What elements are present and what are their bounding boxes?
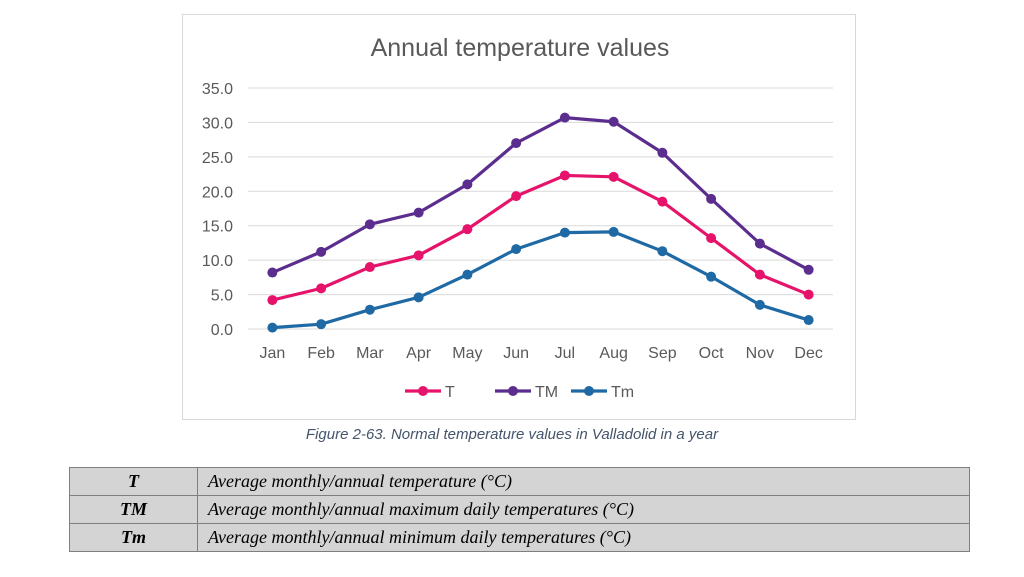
x-tick-label: Feb: [307, 345, 335, 362]
data-point-Tm: [413, 292, 424, 303]
chart-container: Annual temperature values 0.0 5.0 10.0 15.0 2…: [182, 14, 856, 420]
definition-row: TM Average monthly/annual maximum daily t…: [69, 495, 970, 524]
symbol-cell: Tm: [69, 523, 198, 552]
legend-marker-Tm: [584, 386, 594, 396]
y-tick-label: 0.0: [211, 322, 233, 339]
data-point-T: [462, 224, 473, 235]
y-tick-label: 35.0: [202, 81, 233, 98]
data-point-Tm: [803, 315, 814, 326]
x-tick-label: Nov: [746, 345, 774, 362]
y-tick-label: 10.0: [202, 253, 233, 270]
data-point-Tm: [511, 244, 522, 255]
data-point-T: [511, 191, 522, 202]
data-point-TM: [511, 138, 522, 149]
data-point-T: [657, 196, 668, 207]
data-point-TM: [267, 267, 278, 278]
data-point-TM: [316, 246, 327, 257]
description-cell: Average monthly/annual minimum daily tem…: [197, 523, 970, 552]
y-tick-label: 25.0: [202, 150, 233, 167]
symbol-cell: T: [69, 467, 198, 496]
y-tick-label: 20.0: [202, 184, 233, 201]
description-cell: Average monthly/annual temperature (°C): [197, 467, 970, 496]
data-point-T: [754, 269, 765, 280]
x-tick-label: Oct: [699, 345, 724, 362]
data-point-Tm: [316, 319, 327, 330]
data-point-Tm: [559, 227, 570, 238]
data-point-TM: [608, 116, 619, 127]
series-line-TM: [271, 116, 810, 275]
x-tick-label: May: [452, 345, 482, 362]
data-point-T: [706, 233, 717, 244]
x-tick-label: Aug: [599, 345, 627, 362]
x-tick-label: Dec: [794, 345, 822, 362]
data-point-T: [608, 171, 619, 182]
x-tick-label: Jul: [555, 345, 575, 362]
symbol-definitions-table: T Average monthly/annual temperature (°C)…: [69, 467, 970, 552]
data-point-TM: [462, 179, 473, 190]
data-point-T: [364, 262, 375, 273]
definition-row: T Average monthly/annual temperature (°C): [69, 467, 970, 496]
data-point-Tm: [657, 246, 668, 257]
y-tick-label: 30.0: [202, 115, 233, 132]
data-point-Tm: [267, 322, 278, 333]
data-point-TM: [803, 264, 814, 275]
data-point-Tm: [462, 269, 473, 280]
data-point-TM: [657, 147, 668, 158]
data-point-T: [803, 289, 814, 300]
legend-label-T: T: [445, 384, 455, 401]
data-point-Tm: [608, 226, 619, 237]
data-point-T: [413, 250, 424, 261]
legend-marker-T: [418, 386, 428, 396]
series-line-T: [272, 173, 810, 302]
legend-label-Tm: Tm: [611, 384, 634, 401]
data-point-TM: [364, 219, 375, 230]
symbol-cell: TM: [69, 495, 198, 524]
data-point-TM: [706, 193, 717, 204]
data-point-Tm: [706, 271, 717, 282]
x-tick-label: Sep: [648, 345, 677, 362]
y-tick-label: 15.0: [202, 219, 233, 236]
data-point-T: [559, 170, 570, 181]
figure-caption: Figure 2-63. Normal temperature values i…: [305, 426, 719, 443]
data-point-T: [316, 283, 327, 294]
x-tick-label: Jun: [503, 345, 529, 362]
chart-title: Annual temperature values: [371, 34, 670, 62]
x-tick-label: Mar: [356, 345, 384, 362]
data-point-TM: [413, 207, 424, 218]
legend-label-TM: TM: [535, 384, 558, 401]
series-line-Tm: [272, 230, 810, 330]
x-tick-label: Jan: [259, 345, 285, 362]
y-tick-label: 5.0: [211, 288, 233, 305]
data-point-TM: [559, 112, 570, 123]
data-point-TM: [754, 238, 765, 249]
x-tick-label: Apr: [406, 345, 432, 362]
legend-marker-TM: [508, 386, 518, 396]
temperature-line-chart: Annual temperature values 0.0 5.0 10.0 15.0 2…: [202, 34, 833, 401]
data-point-Tm: [754, 299, 765, 310]
description-cell: Average monthly/annual maximum daily tem…: [197, 495, 970, 524]
definition-row: Tm Average monthly/annual minimum daily t…: [69, 523, 970, 552]
data-point-T: [267, 295, 278, 306]
data-point-Tm: [364, 304, 375, 315]
